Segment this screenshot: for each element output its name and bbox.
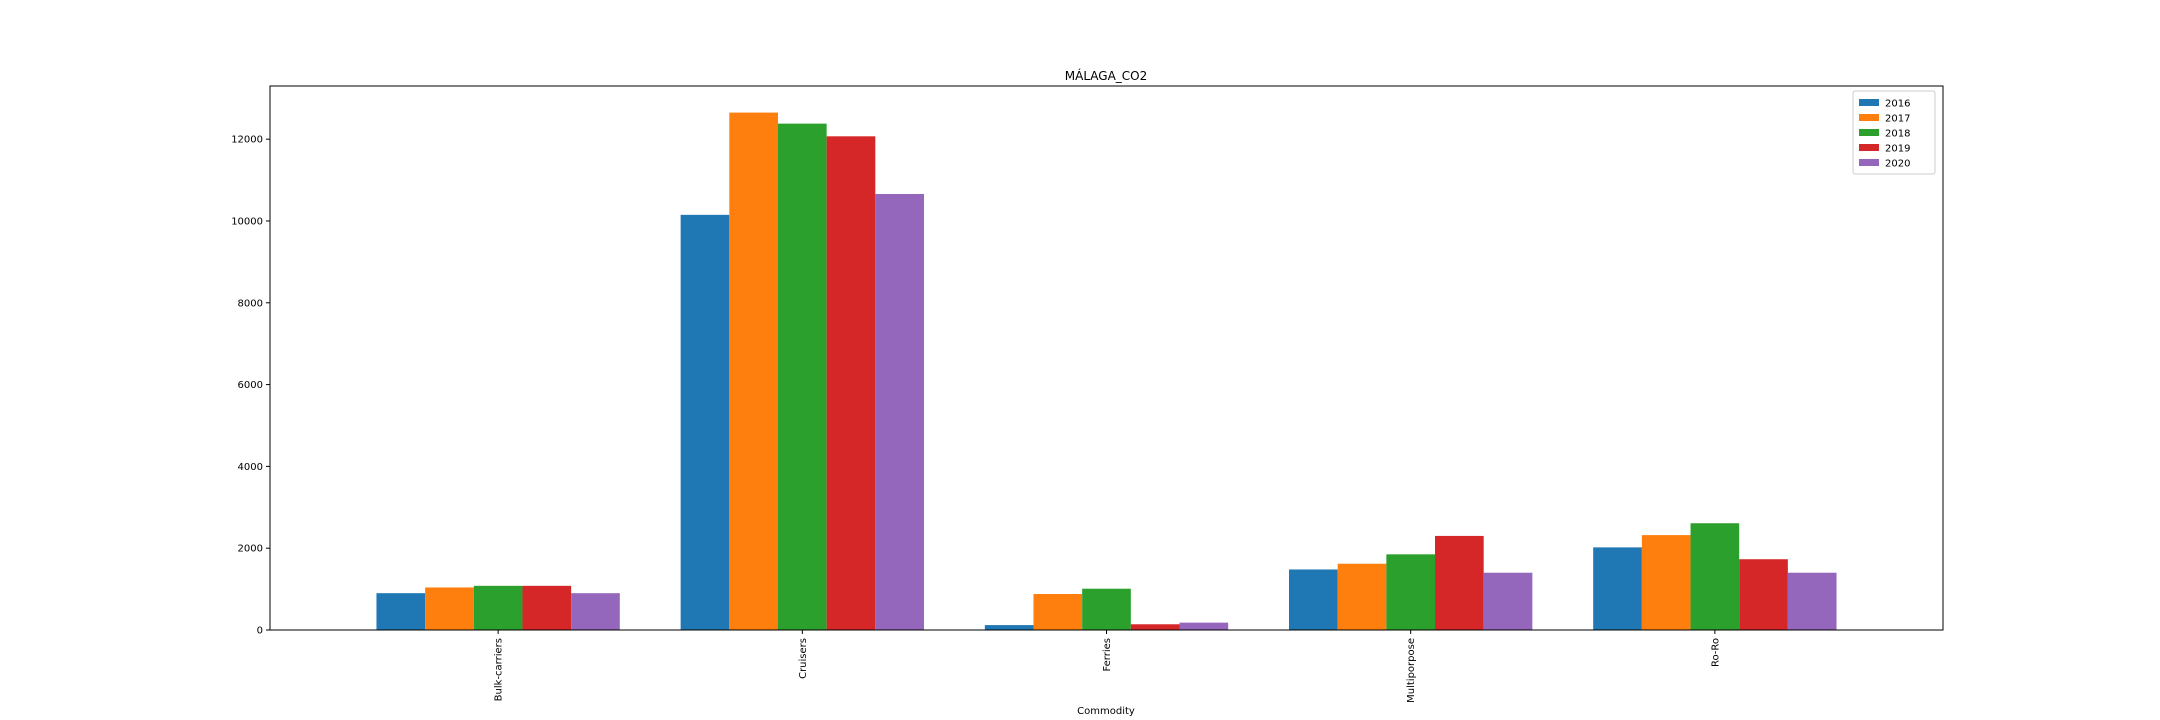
y-tick-label: 0 <box>257 626 263 637</box>
bar-ferries-2016 <box>984 625 1034 630</box>
bar-cruisers-2018 <box>777 123 827 631</box>
bar-bulk-carriers-2019 <box>522 585 572 630</box>
bar-bulk-carriers-2016 <box>376 593 426 630</box>
x-tick-label: Bulk-carriers <box>494 638 505 701</box>
bar-bulk-carriers-2020 <box>571 593 620 630</box>
y-tick-label: 12000 <box>231 135 263 146</box>
bar-cruisers-2017 <box>729 112 778 630</box>
bar-bulk-carriers-2018 <box>473 585 523 630</box>
bar-ro-ro-2019 <box>1739 559 1788 630</box>
bar-multiporpose-2016 <box>1289 569 1338 630</box>
x-tick-label: Ro-Ro <box>1710 638 1721 667</box>
y-axis: 0 2000 4000 6000 8000 10000 12000 <box>231 135 270 637</box>
x-tick-label: Multiporpose <box>1406 638 1417 703</box>
x-axis: Bulk-carriers Cruisers Ferries Multiporpose… <box>494 630 1721 703</box>
x-axis-label: Commodity <box>1077 706 1135 717</box>
x-tick-label: Ferries <box>1102 638 1113 672</box>
y-tick-label: 6000 <box>238 380 263 391</box>
legend-swatch-2020 <box>1859 159 1879 166</box>
bar-bulk-carriers-2017 <box>425 587 474 630</box>
legend-swatch-2019 <box>1859 144 1879 151</box>
y-tick-label: 2000 <box>238 544 263 555</box>
plot-frame <box>269 85 1944 631</box>
x-tick-label: Cruisers <box>798 638 809 679</box>
legend-label-2016: 2016 <box>1885 99 1910 110</box>
bars-group <box>376 112 1837 631</box>
y-tick-label: 4000 <box>238 462 263 473</box>
bar-multiporpose-2018 <box>1386 554 1436 630</box>
bar-cruisers-2020 <box>875 193 924 631</box>
bar-ferries-2019 <box>1130 624 1180 630</box>
bar-cruisers-2016 <box>680 214 730 630</box>
legend-box <box>1852 90 1936 175</box>
y-tick-label: 10000 <box>231 216 263 227</box>
bar-ro-ro-2016 <box>1593 547 1642 630</box>
bar-ro-ro-2020 <box>1787 572 1837 630</box>
chart-title: MÁLAGA_CO2 <box>1065 68 1148 83</box>
bar-ferries-2020 <box>1179 622 1229 630</box>
legend-label-2018: 2018 <box>1885 129 1910 140</box>
bar-ro-ro-2017 <box>1641 535 1691 630</box>
bar-multiporpose-2020 <box>1483 572 1533 630</box>
y-tick-label: 8000 <box>238 298 263 309</box>
legend-swatch-2016 <box>1859 99 1879 106</box>
legend-swatch-2017 <box>1859 114 1879 121</box>
legend-label-2020: 2020 <box>1885 159 1910 170</box>
legend: 2016 2017 2018 2019 2020 <box>1852 90 1936 175</box>
bar-ferries-2018 <box>1082 588 1131 630</box>
legend-swatch-2018 <box>1859 129 1879 136</box>
bar-cruisers-2019 <box>826 136 876 631</box>
legend-label-2017: 2017 <box>1885 114 1910 125</box>
bar-multiporpose-2019 <box>1435 535 1484 630</box>
legend-label-2019: 2019 <box>1885 144 1910 155</box>
bar-ro-ro-2018 <box>1690 523 1740 630</box>
bar-ferries-2017 <box>1033 594 1083 630</box>
bar-multiporpose-2017 <box>1337 563 1387 630</box>
